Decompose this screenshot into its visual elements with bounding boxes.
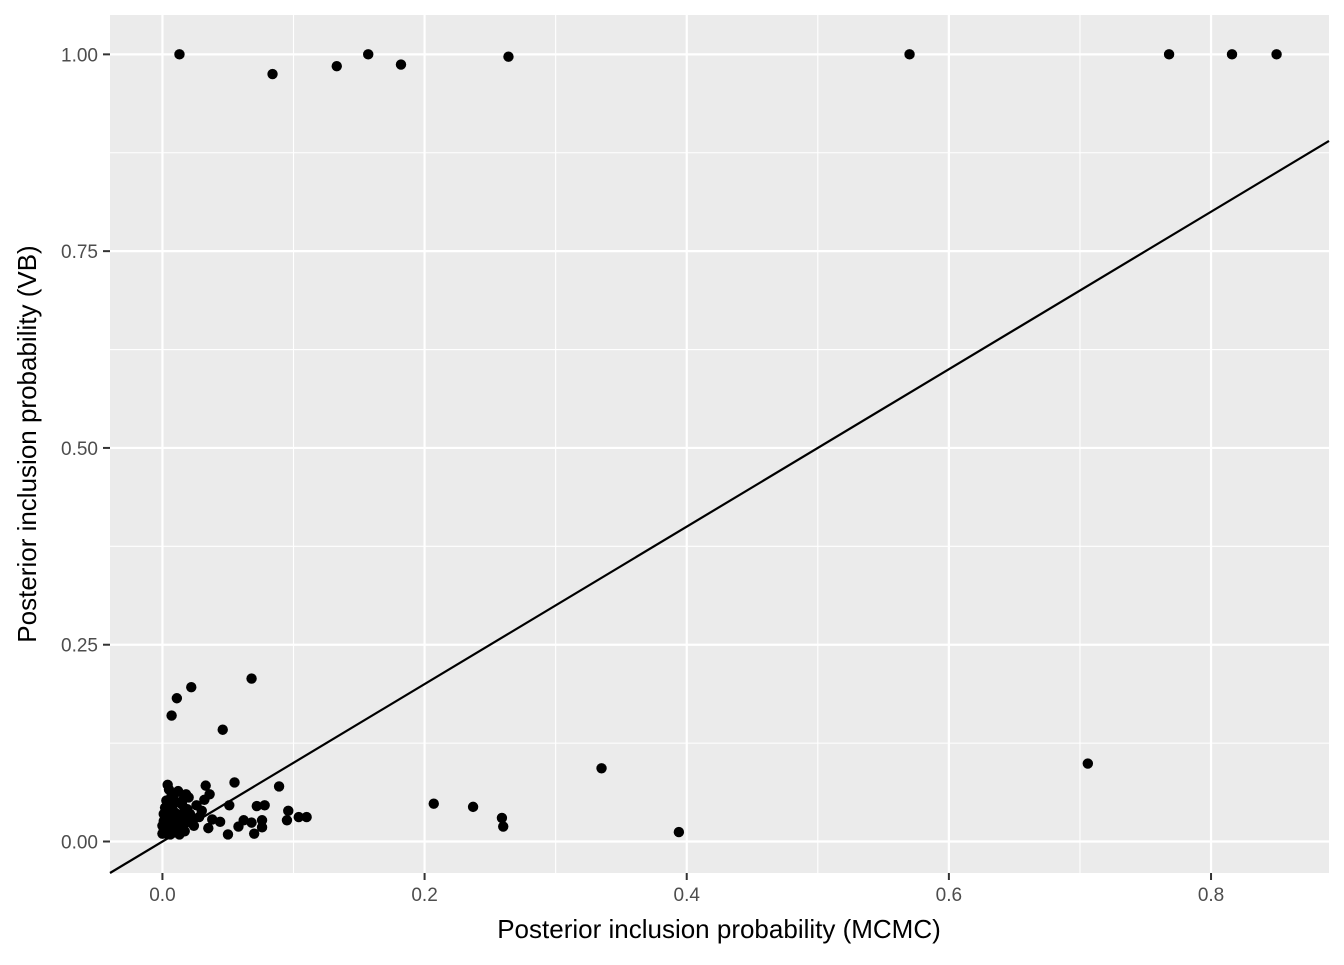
data-point [267,68,278,80]
y-axis-title: Posterior inclusion probability (VB) [12,245,42,642]
data-point [169,789,180,800]
data-point [273,781,285,792]
data-point [157,828,168,839]
data-point [331,60,342,72]
data-point [259,800,270,811]
data-point [496,812,508,824]
minor-gridlines [110,15,1329,873]
x-tick-label: 0.8 [1198,885,1224,906]
data-point [248,828,260,839]
y-tick-label: 0.50 [61,439,98,460]
data-point [166,710,177,721]
y-tick-label: 0.25 [61,636,98,657]
data-point [179,805,190,817]
data-point [498,821,509,832]
data-point [673,826,685,838]
data-point [363,49,374,60]
data-point [256,822,268,833]
data-points [157,49,1282,840]
data-point [283,805,294,817]
reference-line-layer [109,140,1330,874]
x-axis-ticks: 0.0 0.2 0.4 0.6 0.8 [149,873,1224,906]
major-gridlines [110,15,1329,873]
data-point [162,779,173,791]
data-point [157,820,168,831]
x-tick-label: 0.0 [149,885,175,906]
data-point [467,801,479,813]
data-point [171,818,183,830]
data-point [293,811,304,823]
data-point [428,798,439,809]
data-point [1226,49,1238,60]
data-point [180,816,192,828]
y-tick-label: 0.75 [61,242,98,263]
panel-background [110,15,1329,873]
data-point [1271,49,1282,60]
data-point [174,49,185,60]
data-point [233,821,244,832]
data-point [904,49,915,60]
x-tick-label: 0.6 [936,885,962,906]
data-point [186,682,197,693]
data-point [207,814,218,825]
data-point [222,829,234,840]
x-tick-label: 0.2 [411,885,437,906]
data-point [246,817,257,828]
data-point [171,693,183,704]
y-tick-label: 0.00 [61,833,98,854]
reference-line [109,140,1330,874]
data-point [165,829,176,840]
data-point [281,815,293,826]
data-point [1163,49,1175,60]
data-point [301,811,312,823]
data-point [217,724,228,735]
data-point [193,811,205,823]
x-tick-label: 0.4 [674,885,701,906]
data-point [229,777,240,788]
data-point [214,816,226,828]
data-point [395,59,407,70]
data-point [203,822,214,834]
y-axis-ticks: 0.00 0.25 0.50 0.75 1.00 [61,45,110,854]
data-point [503,51,514,62]
x-axis-title: Posterior inclusion probability (MCMC) [497,914,941,944]
data-point [1082,758,1094,769]
data-point [246,673,257,684]
data-point [191,800,202,811]
y-tick-label: 1.00 [61,45,98,66]
data-point [596,763,607,774]
data-point [251,800,263,812]
data-point [178,793,189,805]
data-point [200,780,211,791]
data-point [199,794,210,805]
